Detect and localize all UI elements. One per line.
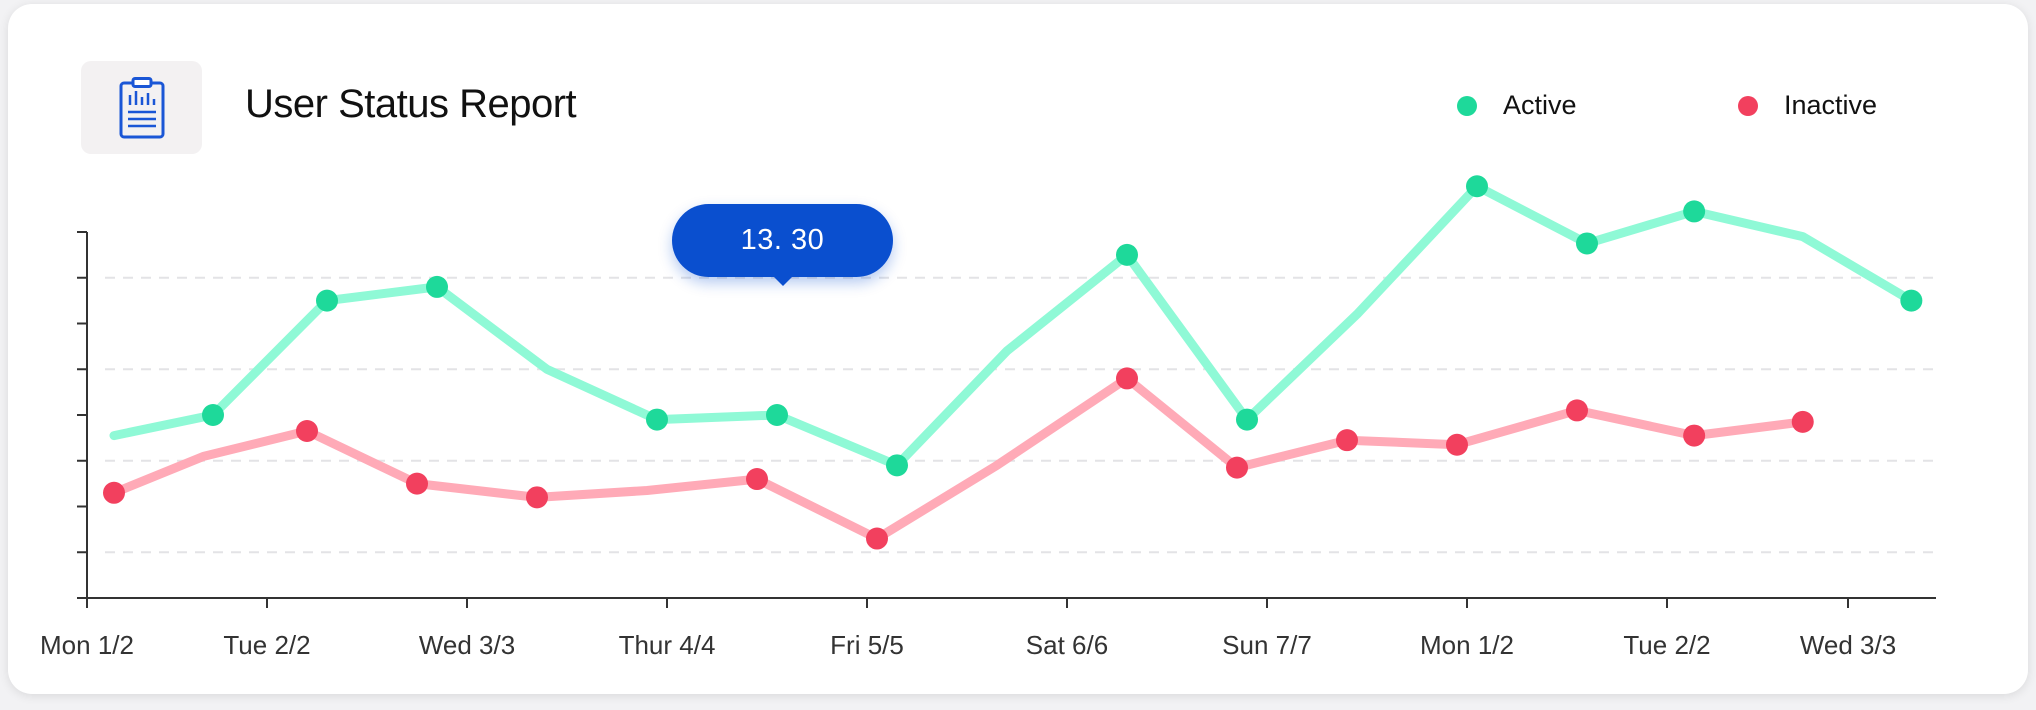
point-active-11 [1236, 408, 1258, 431]
x-tick-label-10: Wed 3/3 [1800, 630, 1896, 660]
point-inactive-8 [866, 527, 888, 550]
point-active-15 [1683, 200, 1706, 223]
point-active-2 [202, 404, 224, 426]
point-active-14 [1576, 232, 1598, 255]
point-inactive-3 [296, 420, 318, 443]
point-inactive-4 [406, 472, 428, 495]
series-line-active [109, 181, 1916, 470]
hover-tooltip: 13. 30 [672, 204, 893, 286]
point-active-13 [1466, 175, 1488, 198]
point-inactive-1 [103, 481, 125, 504]
point-inactive-10 [1116, 367, 1138, 390]
point-active-4 [426, 275, 448, 298]
point-inactive-14 [1566, 399, 1588, 422]
point-inactive-15 [1683, 424, 1706, 447]
x-tick-label-2: Tue 2/2 [223, 630, 310, 660]
legend-label-inactive: Inactive [1784, 90, 1878, 120]
point-active-10 [1116, 243, 1138, 266]
point-active-7 [766, 404, 788, 426]
point-inactive-7 [746, 468, 768, 491]
clipboard-report-icon [119, 76, 164, 138]
point-inactive-12 [1336, 429, 1358, 452]
legend-item-inactive[interactable]: Inactive [1738, 90, 1877, 121]
x-tick-label-7: Sun 7/7 [1222, 630, 1312, 660]
point-inactive-16 [1791, 410, 1814, 433]
point-inactive-5 [526, 486, 548, 509]
chart-card [8, 4, 2028, 694]
legend-label-active: Active [1503, 90, 1577, 120]
x-tick-label-5: Fri 5/5 [830, 630, 904, 660]
x-tick-label-9: Tue 2/2 [1623, 630, 1710, 660]
x-tick-label-4: Thur 4/4 [619, 630, 716, 660]
point-active-6 [646, 408, 668, 431]
x-tick-label-6: Sat 6/6 [1026, 630, 1108, 660]
point-inactive-13 [1446, 433, 1468, 456]
series-line-inactive [109, 373, 1808, 543]
point-active-17 [1900, 289, 1923, 312]
point-active-8 [886, 454, 908, 477]
point-inactive-11 [1226, 456, 1248, 479]
x-tick-label-1: Mon 1/2 [40, 630, 134, 660]
legend-item-active[interactable]: Active [1457, 90, 1577, 121]
x-tick-label-8: Mon 1/2 [1420, 630, 1514, 660]
x-tick-label-3: Wed 3/3 [419, 630, 515, 660]
chart-title: User Status Report [245, 82, 577, 126]
point-active-3 [316, 289, 338, 312]
legend-dot-active [1457, 95, 1477, 116]
report-icon-box [81, 61, 202, 154]
tooltip-value: 13. 30 [740, 224, 825, 256]
legend-dot-inactive [1738, 95, 1758, 116]
